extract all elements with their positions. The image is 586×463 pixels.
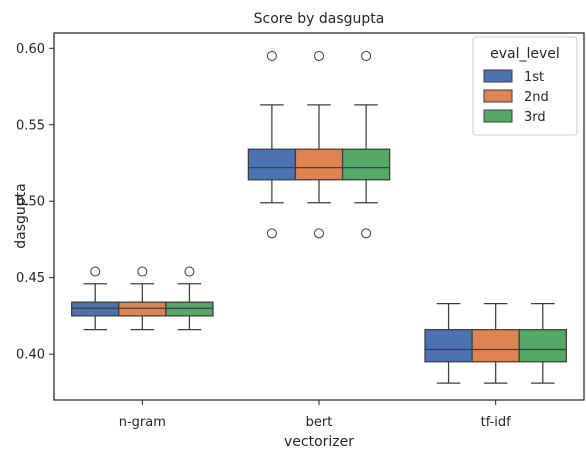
- legend-swatch: [483, 109, 513, 123]
- box-3rd-tf-idf: [518, 303, 567, 384]
- legend-swatch: [483, 69, 513, 83]
- outlier-point: [137, 266, 148, 277]
- x-axis-label: vectorizer: [284, 434, 354, 450]
- plot-area: [71, 50, 567, 384]
- x-axis: n-gram bert tf-idf: [119, 400, 511, 430]
- chart-title: Score by dasgupta: [254, 11, 385, 27]
- outlier-point: [266, 228, 277, 239]
- y-tick-label: 0.50: [16, 195, 45, 210]
- x-tick-label: bert: [306, 415, 333, 430]
- box-body: [118, 301, 167, 317]
- y-tick-label: 0.55: [16, 118, 45, 133]
- legend-swatch: [483, 89, 513, 103]
- legend-label: 1st: [524, 70, 544, 85]
- outlier-point: [184, 266, 195, 277]
- box-body: [247, 148, 297, 181]
- x-tick-label: tf-idf: [481, 415, 512, 430]
- outlier-point: [314, 228, 324, 239]
- outlier-point: [314, 50, 324, 61]
- box-body: [341, 148, 391, 181]
- box-body: [424, 329, 473, 363]
- legend: eval_level 1st 2nd 3rd: [472, 36, 578, 136]
- box-2nd-tf-idf: [471, 303, 520, 384]
- legend-items: 1st 2nd 3rd: [483, 69, 549, 125]
- legend-label: 2nd: [524, 90, 549, 105]
- box-body: [165, 301, 214, 317]
- box-3rd-n-gram: [165, 266, 214, 331]
- box-3rd-bert: [341, 50, 391, 239]
- box-1st-bert: [247, 50, 297, 239]
- legend-title: eval_level: [490, 46, 560, 62]
- y-tick-label: 0.60: [16, 42, 45, 57]
- y-tick-label: 0.40: [16, 348, 45, 363]
- outlier-point: [361, 228, 372, 239]
- box-1st-tf-idf: [424, 303, 473, 384]
- outlier-point: [266, 50, 277, 61]
- box-body: [471, 329, 520, 363]
- y-tick-label: 0.45: [16, 271, 45, 286]
- outlier-point: [361, 50, 372, 61]
- outlier-point: [90, 266, 101, 277]
- box-body: [294, 148, 344, 181]
- box-body: [71, 301, 120, 317]
- box-body: [518, 329, 567, 363]
- y-axis: 0.40 0.45 0.50 0.55 0.60: [16, 42, 54, 363]
- box-1st-n-gram: [71, 266, 120, 331]
- box-2nd-bert: [294, 50, 344, 239]
- legend-label: 3rd: [524, 110, 546, 125]
- x-tick-label: n-gram: [119, 415, 166, 430]
- box-2nd-n-gram: [118, 266, 167, 331]
- y-axis-label: dasgupta: [13, 183, 29, 248]
